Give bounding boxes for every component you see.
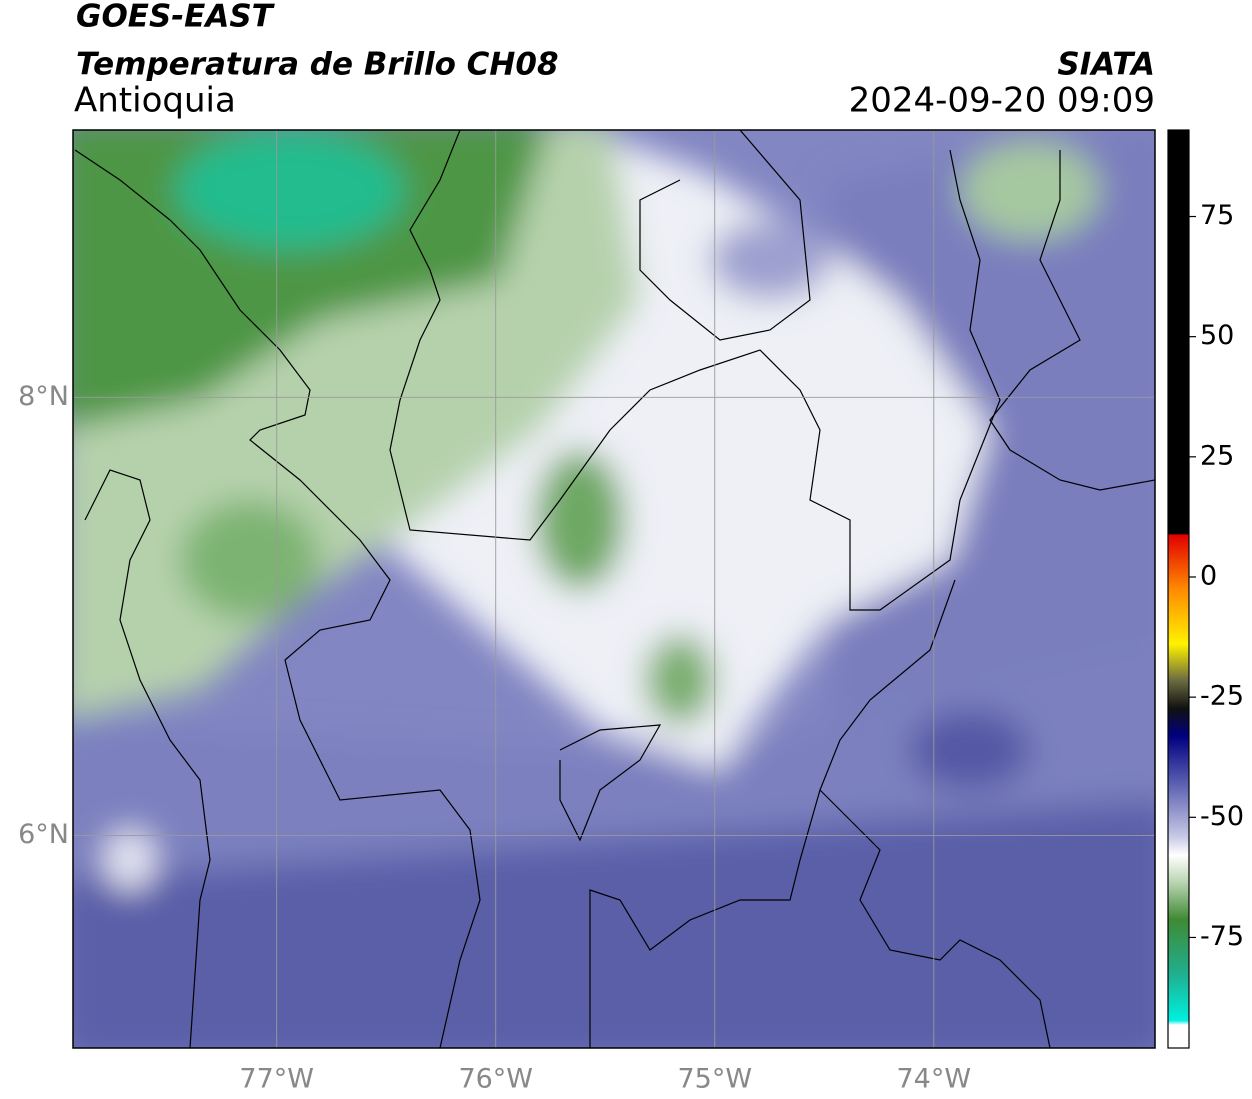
x-tick-label: 75°W <box>677 1064 752 1095</box>
y-tick-label: 6°N <box>18 819 69 850</box>
colorbar-tick-label: -75 <box>1200 921 1244 952</box>
map-field <box>73 130 1155 1048</box>
x-tick-label: 77°W <box>239 1064 314 1095</box>
map-frame <box>72 129 1156 1049</box>
title: GOES-EAST <box>76 0 276 35</box>
y-tick-label: 8°N <box>18 381 69 412</box>
colorbar-tick-label: -25 <box>1200 681 1244 712</box>
subtitle: Temperatura de Brillo CH08 <box>76 47 559 83</box>
source: SIATA <box>1057 47 1155 83</box>
colorbar-tick-label: 0 <box>1200 560 1217 591</box>
colorbar <box>1167 129 1190 1049</box>
colorbar-tick-label: 50 <box>1200 320 1234 351</box>
region: Antioquia <box>74 81 236 121</box>
x-tick-label: 76°W <box>458 1064 533 1095</box>
colorbar-tick-label: 25 <box>1200 440 1234 471</box>
x-tick-label: 74°W <box>897 1064 972 1095</box>
colorbar-tick-label: -50 <box>1200 801 1244 832</box>
colorbar-tick-label: 75 <box>1200 200 1234 231</box>
graticule <box>73 130 1155 1048</box>
datetime: 2024-09-20 09:09 <box>849 81 1155 121</box>
